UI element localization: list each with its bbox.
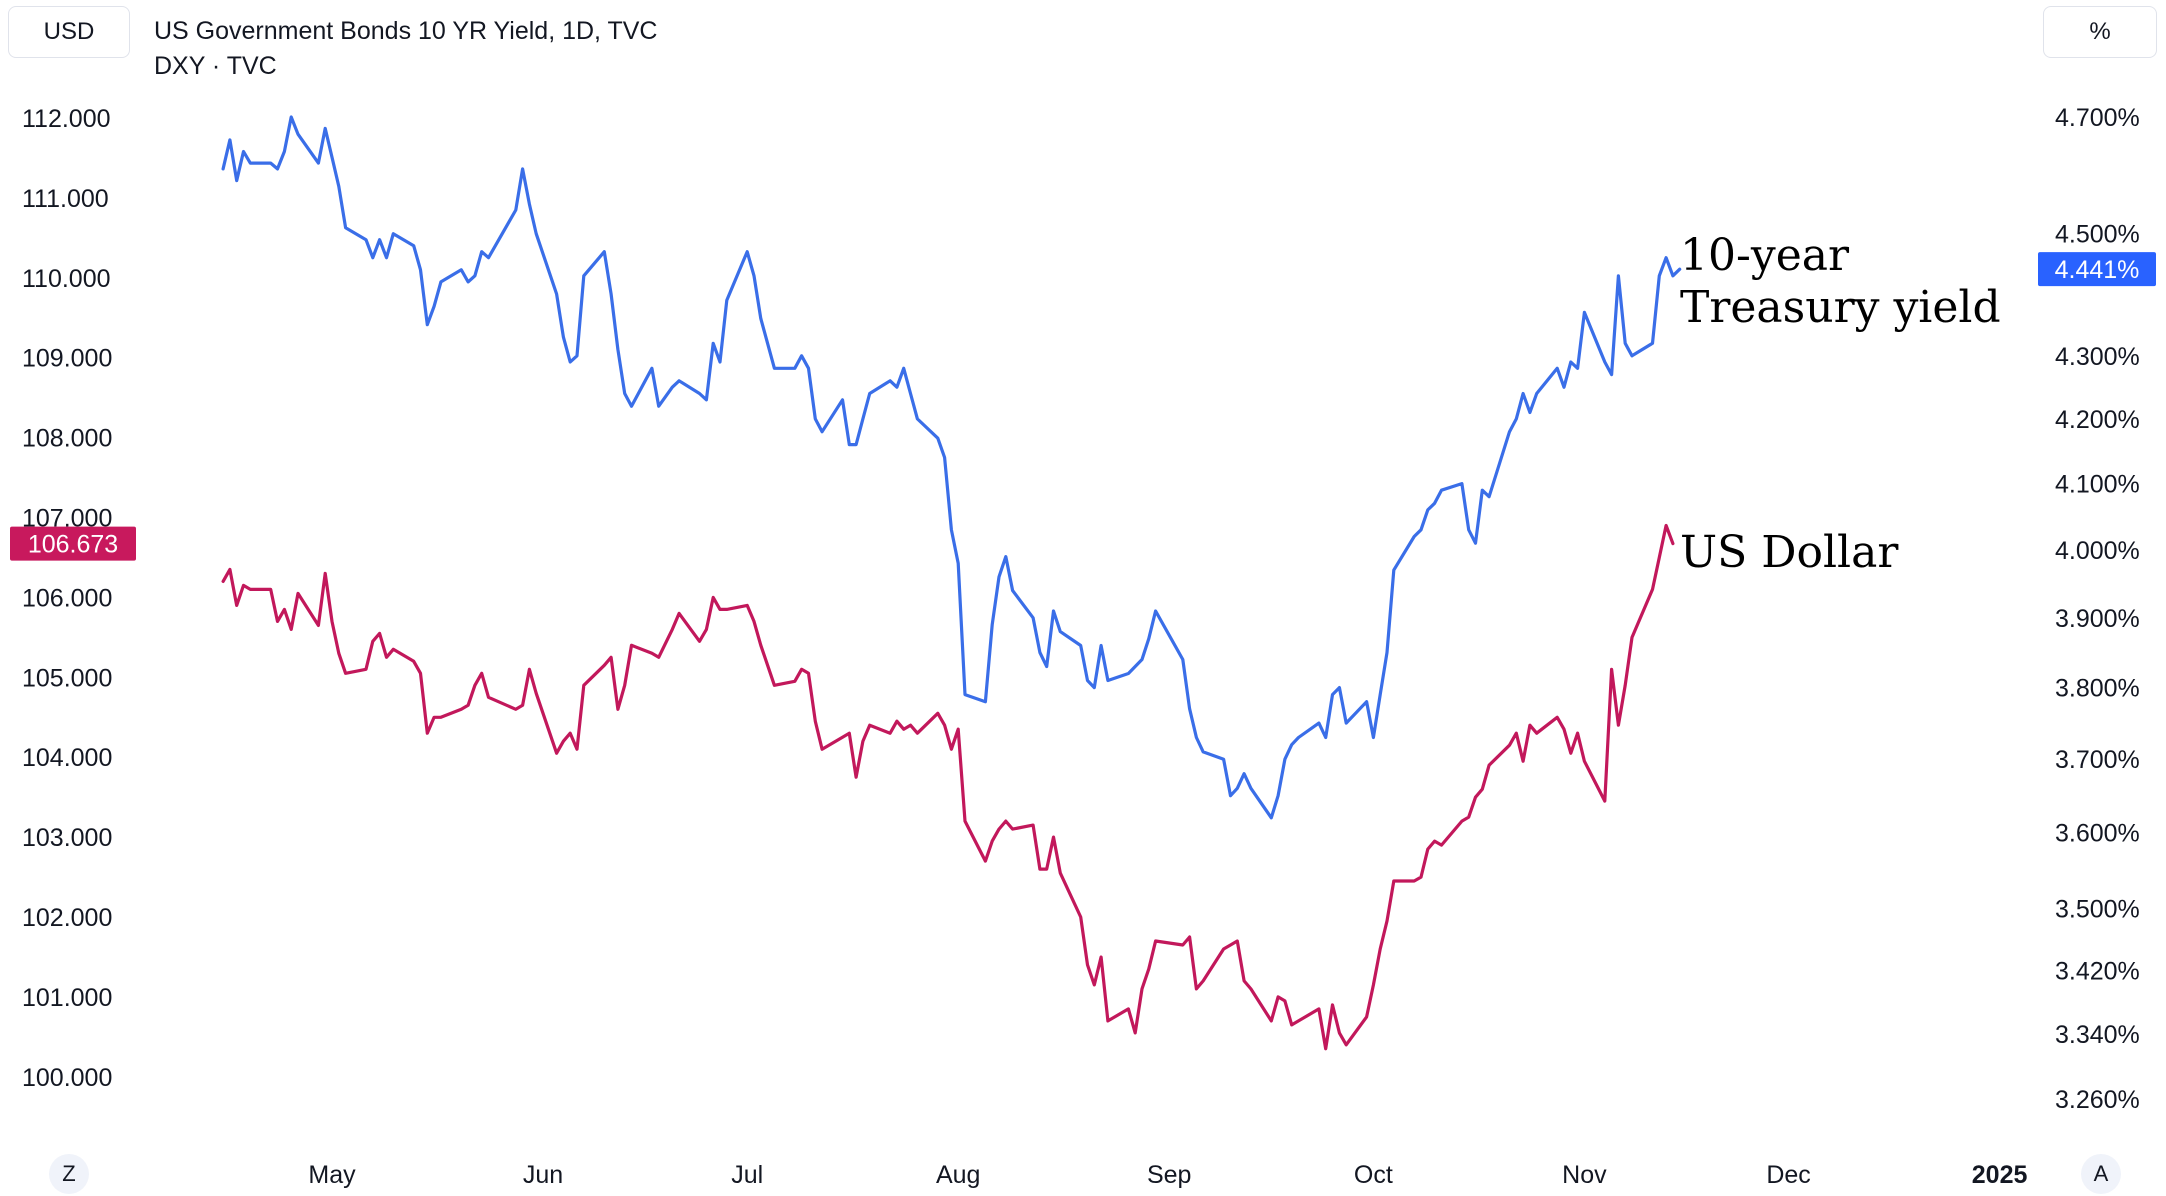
left-axis-tick-label: 103.000	[22, 824, 112, 852]
right-axis-tick-label: 3.700%	[2055, 746, 2140, 774]
left-axis-tick-label: 112.000	[22, 105, 111, 133]
right-axis-tick-label: 4.000%	[2055, 537, 2140, 565]
dxy-last-value-text: 106.673	[28, 531, 118, 559]
dollar-annotation: US Dollar	[1680, 527, 1899, 578]
right-axis-tick-label: 3.420%	[2055, 957, 2140, 985]
right-axis-tick-label: 3.600%	[2055, 820, 2140, 848]
zoom-z-button[interactable]: Z	[49, 1154, 89, 1194]
x-axis-label: Sep	[1147, 1161, 1191, 1189]
right-axis-tick-label: 4.700%	[2055, 104, 2140, 132]
x-axis-label: Jun	[523, 1161, 563, 1189]
x-axis-label: Jul	[731, 1161, 763, 1189]
yield-annotation-line2: Treasury yield	[1680, 281, 2001, 333]
currency-button[interactable]: USD	[8, 6, 130, 58]
right-axis-tick-label: 4.300%	[2055, 343, 2140, 371]
x-axis-label: Aug	[936, 1161, 980, 1189]
left-axis-tick-label: 105.000	[22, 664, 112, 692]
right-axis-tick-label: 3.340%	[2055, 1021, 2140, 1049]
left-axis-tick-label: 106.000	[22, 584, 112, 612]
series1-legend-title: US Government Bonds 10 YR Yield, 1D, TVC	[154, 17, 658, 45]
left-axis-tick-label: 110.000	[22, 265, 111, 293]
right-axis-tick-label: 4.500%	[2055, 221, 2140, 249]
x-axis-label: 2025	[1972, 1161, 2028, 1189]
right-axis-tick-label: 3.900%	[2055, 605, 2140, 633]
dxy-last-value-badge	[10, 526, 136, 561]
yield-last-value-badge	[2038, 252, 2156, 287]
yield-series-line	[221, 115, 1682, 820]
left-axis-tick-label: 109.000	[22, 345, 112, 373]
right-axis-tick-label: 3.500%	[2055, 895, 2140, 923]
x-axis-label: Nov	[1562, 1161, 1607, 1189]
auto-scale-a-button[interactable]: A	[2081, 1154, 2121, 1194]
yield-last-value-text: 4.441%	[2055, 256, 2140, 284]
yield-annotation-line1: 10-year	[1680, 230, 1850, 281]
dxy-series-line	[221, 523, 1675, 1051]
series2-legend-title: DXY · TVC	[154, 52, 277, 80]
left-axis-tick-label: 108.000	[22, 425, 112, 453]
left-axis-tick-label: 102.000	[22, 904, 112, 932]
percent-scale-button[interactable]: %	[2043, 6, 2157, 58]
x-axis-label: Dec	[1766, 1161, 1810, 1189]
right-axis-tick-label: 3.260%	[2055, 1086, 2140, 1114]
right-axis-tick-label: 4.200%	[2055, 406, 2140, 434]
left-axis-tick-label: 101.000	[22, 984, 112, 1012]
x-axis-label: May	[308, 1161, 356, 1189]
left-axis-tick-label: 104.000	[22, 744, 112, 772]
right-axis-tick-label: 3.800%	[2055, 675, 2140, 703]
left-axis-tick-label: 111.000	[22, 185, 109, 213]
x-axis-label: Oct	[1354, 1161, 1393, 1189]
left-axis-tick-label: 100.000	[22, 1064, 112, 1092]
yield-annotation: 10-year Treasury yield	[1680, 230, 2001, 334]
right-axis-tick-label: 4.100%	[2055, 471, 2140, 499]
